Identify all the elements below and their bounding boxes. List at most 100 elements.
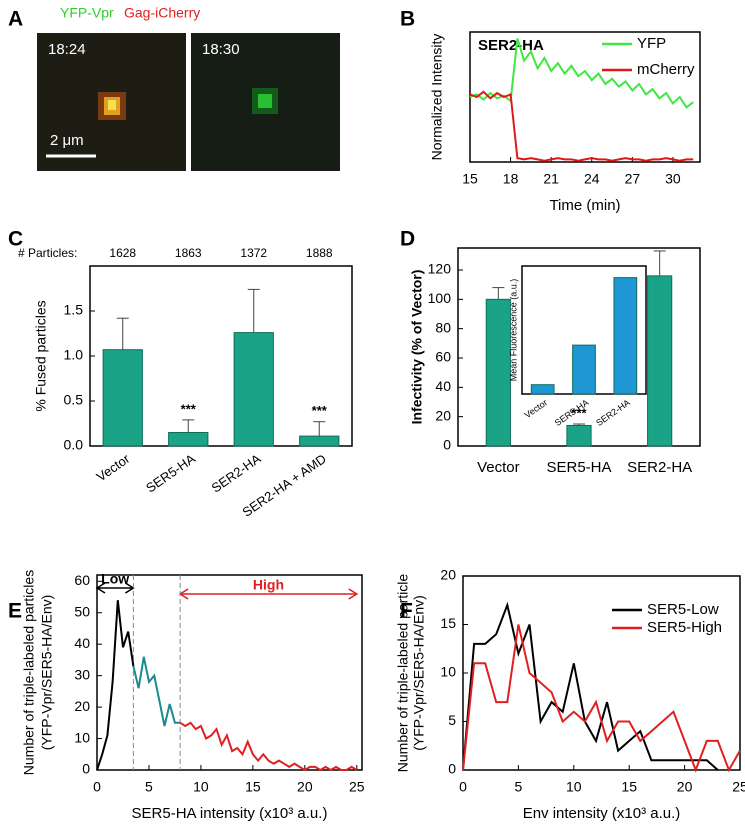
series-line [469,38,694,109]
particle-count: 1628 [109,246,136,260]
y-tick-label: 0 [448,761,456,777]
panel-label: B [400,8,415,31]
panel-label: D [400,228,415,251]
legend-label: YFP [637,35,666,52]
x-tick-label: 18 [503,171,519,187]
bar [647,275,673,447]
particle [258,94,272,108]
particle-count: 1888 [306,246,333,260]
significance: *** [571,405,587,420]
panel-a: A YFP-Vpr Gag-iCherry 18:24 18:30 2 μm [8,5,340,171]
x-tick-label: 10 [566,779,582,795]
y-tick-label: 5 [448,712,456,728]
y-tick-label: 100 [428,290,452,306]
x-tick-label: Vector [94,451,133,485]
y-tick-label: 10 [440,664,456,680]
x-tick-label: 10 [193,779,209,795]
bar [530,384,555,395]
series-line [462,624,741,773]
bar [102,349,143,447]
timestamp: 18:24 [48,41,86,58]
bar [613,277,638,395]
x-tick-label: SER5-HA [546,459,611,476]
range-label: High [253,577,284,593]
series-line [462,601,719,771]
x-tick-label: 15 [621,779,637,795]
panel-label: F [400,600,413,623]
x-tick-label: 5 [145,779,153,795]
y-tick-label: 0 [82,761,90,777]
x-axis-label: Env intensity (x10³ a.u.) [523,805,681,822]
y-axis-label: Number of triple-labeled particles [21,570,37,775]
bar [168,432,209,447]
particle-count: 1863 [175,246,202,260]
x-tick-label: 24 [584,171,600,187]
channel-label: YFP-Vpr [60,5,114,21]
x-tick-label: 25 [732,779,745,795]
y-tick-label: 80 [435,319,451,335]
x-tick-label: 5 [515,779,523,795]
y-tick-label: 20 [435,407,451,423]
y-tick-label: 15 [440,615,456,631]
x-tick-label: 15 [462,171,478,187]
y-tick-label: 60 [435,349,451,365]
y-axis-label: Mean Fluorescence (a.u.) [508,279,518,382]
bar [566,424,592,447]
x-tick-label: SER5-HA [143,451,198,496]
significance: *** [181,401,197,416]
y-tick-label: 0.5 [64,392,84,408]
x-tick-label: Vector [477,459,520,476]
series-line [469,90,694,162]
x-tick-label: SER2-HA [209,451,264,496]
y-axis-label: Number of triple-labeled particle [395,574,411,773]
x-tick-label: 0 [93,779,101,795]
particle-count: 1372 [240,246,267,260]
bar [233,332,274,447]
y-axis-label: Normalized Intensity [429,34,445,161]
x-tick-label: 0 [459,779,467,795]
significance: *** [312,403,328,418]
channel-label: Gag-iCherry [124,5,200,21]
y-tick-label: 30 [74,666,90,682]
x-axis-label: SER5-HA intensity (x10³ a.u.) [132,805,328,822]
legend-label: SER5-Low [647,601,719,618]
scale-bar-label: 2 μm [50,132,84,149]
bar [572,344,596,395]
x-tick-label: 27 [625,171,641,187]
timestamp: 18:30 [202,41,240,58]
x-tick-label: 15 [245,779,261,795]
x-axis-label: Time (min) [549,197,620,214]
series-line [96,600,135,771]
bar [299,435,340,447]
x-tick-label: 25 [349,779,365,795]
y-tick-label: 20 [440,567,456,583]
legend-label: SER5-High [647,619,722,636]
y-axis-label: (YFP-Vpr/SER5-HA/Env) [39,595,55,751]
panel-label: C [8,228,23,251]
y-tick-label: 1.5 [64,302,84,318]
chart-title: SER2-HA [478,37,544,54]
x-tick-label: 20 [677,779,693,795]
series-line [179,721,358,772]
y-tick-label: 40 [435,378,451,394]
panel-label: A [8,8,23,31]
y-tick-label: 10 [74,729,90,745]
series-line [132,656,181,727]
x-tick-label: SER2-HA [627,459,692,476]
y-axis-label: Infectivity (% of Vector) [409,270,425,425]
y-tick-label: 1.0 [64,347,84,363]
range-label: Low [101,571,129,587]
y-tick-label: 60 [74,572,90,588]
y-axis-label: % Fused particles [33,300,49,411]
panel-label: E [8,600,22,623]
y-tick-label: 50 [74,603,90,619]
y-tick-label: 20 [74,698,90,714]
particle [108,100,116,110]
x-tick-label: 30 [665,171,681,187]
y-tick-label: 40 [74,635,90,651]
y-tick-label: 0 [443,437,451,453]
y-tick-label: 0.0 [64,437,84,453]
counts-label: # Particles: [18,246,77,260]
